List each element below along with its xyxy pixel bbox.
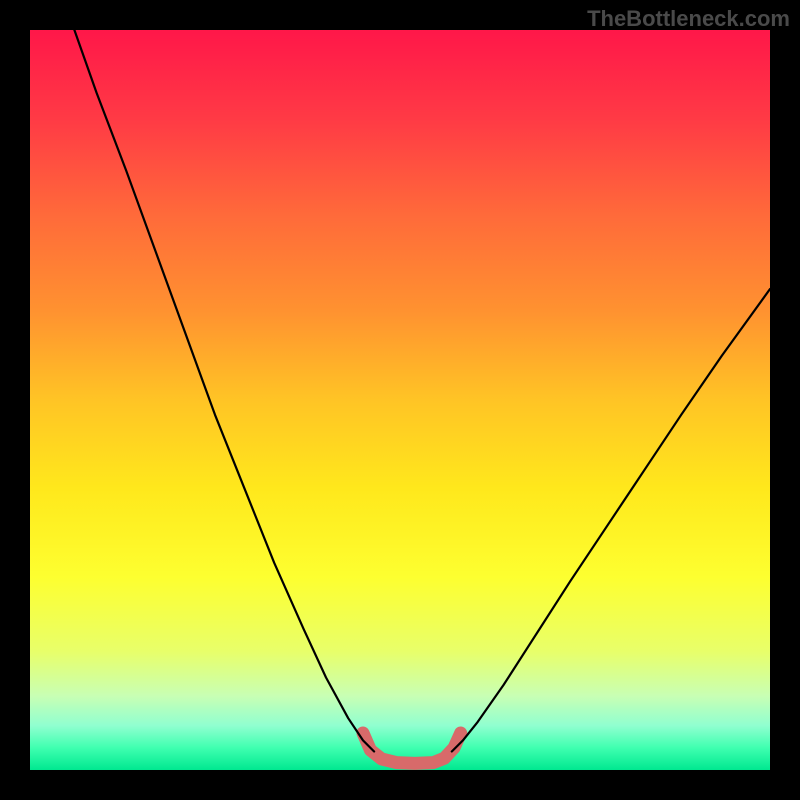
plot-area — [30, 30, 770, 770]
bottleneck-curve-left — [74, 30, 374, 752]
watermark-text: TheBottleneck.com — [587, 6, 790, 32]
bottleneck-chart: TheBottleneck.com — [0, 0, 800, 800]
highlight-curve — [363, 733, 461, 763]
bottleneck-curve-right — [452, 289, 770, 752]
curve-layer — [30, 30, 770, 770]
